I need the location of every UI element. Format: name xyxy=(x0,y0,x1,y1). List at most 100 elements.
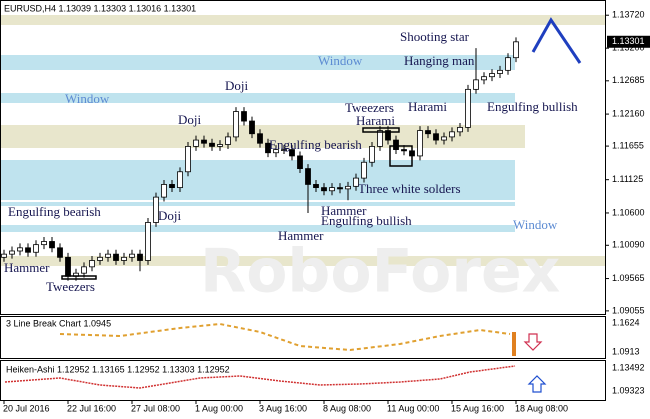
candle-body xyxy=(65,256,71,277)
x-tick-label: 22 Jul 16:00 xyxy=(67,403,116,413)
candle-body xyxy=(473,79,479,90)
candle-body xyxy=(297,155,303,169)
candle-body xyxy=(505,57,511,71)
candle-body xyxy=(121,256,127,261)
pattern-box xyxy=(389,145,413,167)
candle-body xyxy=(257,133,263,144)
candle-body xyxy=(145,222,151,261)
candle-body xyxy=(289,149,295,157)
price-box xyxy=(607,35,650,48)
candle-body xyxy=(417,130,423,157)
zone xyxy=(0,160,515,200)
candle-body xyxy=(105,253,111,258)
zone xyxy=(0,15,605,25)
zone xyxy=(0,202,515,206)
x-tick-label: 8 Aug 08:00 xyxy=(323,403,371,413)
candle-body xyxy=(225,136,231,145)
candle-body xyxy=(137,253,143,261)
pattern-box xyxy=(61,275,97,280)
candle-body xyxy=(57,247,63,258)
candle-body xyxy=(97,256,103,261)
candle-body xyxy=(177,171,183,189)
candle-body xyxy=(281,149,287,151)
candle-body xyxy=(249,120,255,135)
candle-body xyxy=(193,139,199,147)
candle-body xyxy=(81,266,87,274)
candle-body xyxy=(33,244,39,253)
pattern-label: Hammer xyxy=(321,203,367,218)
candle-body xyxy=(441,136,447,141)
candle-body xyxy=(201,139,207,144)
pattern-label: Tweezers xyxy=(46,279,95,294)
main-frame xyxy=(0,0,606,315)
pattern-label: Hammer xyxy=(4,260,50,275)
candle-body xyxy=(337,187,343,190)
y-tick-label: 1.11655 xyxy=(612,140,644,150)
candle-body xyxy=(313,184,319,189)
x-tick-label: 1 Aug 00:00 xyxy=(195,403,243,413)
candle-body xyxy=(449,131,455,138)
indicator-title: Heiken-Ashi 1.12952 1.13165 1.12952 1.13… xyxy=(6,364,230,374)
candle-body xyxy=(113,253,119,261)
candle-body xyxy=(345,185,351,190)
indicator-tick: 1.1624 xyxy=(612,317,640,327)
x-tick-label: 20 Jul 2016 xyxy=(3,403,50,413)
candle-body xyxy=(209,142,215,147)
pattern-label: Hanging man xyxy=(404,53,475,68)
pattern-label: Harami xyxy=(408,99,447,114)
pattern-label: Harami xyxy=(356,113,395,128)
down-arrow xyxy=(523,333,543,351)
x-tick-label: 27 Jul 08:00 xyxy=(131,403,180,413)
price-label: 1.13301 xyxy=(612,36,645,46)
zone xyxy=(0,256,605,266)
candle-body xyxy=(273,149,279,154)
candle-body xyxy=(129,253,135,258)
y-tick-label: 1.11125 xyxy=(612,174,643,184)
pattern-label: Engulfing bullish xyxy=(321,213,412,228)
candle-body xyxy=(265,142,271,154)
candle-body xyxy=(89,260,95,268)
indicator-tick: 1.09323 xyxy=(612,385,645,395)
x-tick-label: 15 Aug 16:00 xyxy=(451,403,504,413)
y-tick-label: 1.12160 xyxy=(612,108,645,118)
candle-body xyxy=(1,253,7,258)
y-tick-label: 1.10600 xyxy=(612,207,645,217)
candle-body xyxy=(465,88,471,128)
candle-body xyxy=(489,73,495,78)
candle-body xyxy=(9,250,15,255)
up-arrow xyxy=(527,375,547,393)
candle-body xyxy=(233,111,239,138)
heiken-ashi xyxy=(4,365,516,389)
x-tick-label: 11 Aug 00:00 xyxy=(387,403,439,413)
y-tick-label: 1.13720 xyxy=(612,10,645,20)
candle-body xyxy=(305,168,311,185)
candles xyxy=(1,37,519,281)
candle-body xyxy=(425,130,431,135)
candle-body xyxy=(353,177,359,187)
pattern-label: Engulfing bearish xyxy=(269,137,362,152)
pattern-label: Three white solders xyxy=(358,181,461,196)
y-tick-label: 1.12685 xyxy=(612,75,645,85)
indicator-tick: 1.13492 xyxy=(612,362,645,372)
candle-body xyxy=(481,76,487,81)
candle-body xyxy=(25,247,31,253)
pattern-label: Window xyxy=(318,53,363,68)
panel-frame xyxy=(0,360,606,401)
trend-arrow xyxy=(531,17,582,64)
candle-body xyxy=(17,247,23,252)
panel-frame xyxy=(0,316,606,359)
candle-body xyxy=(369,146,375,163)
candle-body xyxy=(433,133,439,141)
pattern-label: Window xyxy=(65,91,110,106)
candle-body xyxy=(241,111,247,122)
watermark: RoboForex xyxy=(200,237,560,307)
candle-body xyxy=(321,187,327,192)
pattern-label: Engulfing bullish xyxy=(487,99,578,114)
indicator-tick: 1.0913 xyxy=(612,346,640,356)
zone xyxy=(0,225,515,232)
indicator-title: 3 Line Break Chart 1.0945 xyxy=(6,318,111,328)
x-tick-label: 3 Aug 16:00 xyxy=(259,403,307,413)
candle-body xyxy=(497,69,503,74)
zone xyxy=(0,93,515,103)
